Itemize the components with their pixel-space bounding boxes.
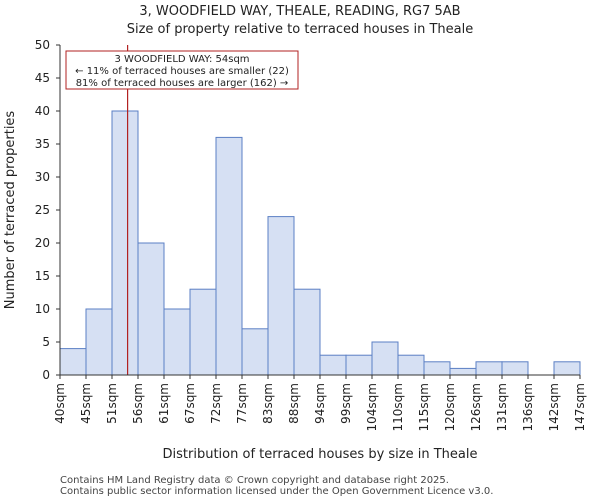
x-tick-label-2: 51sqm xyxy=(105,383,119,424)
y-axis-label: Number of terraced properties xyxy=(3,111,18,310)
chart-subtitle: Size of property relative to terraced ho… xyxy=(127,22,474,37)
y-tick-label-30: 30 xyxy=(35,170,50,184)
bar-19 xyxy=(553,361,581,376)
y-tick-label-45: 45 xyxy=(35,71,50,85)
annotation-box xyxy=(65,50,299,90)
bar-0 xyxy=(59,348,87,376)
footer-line-2: Contains public sector information licen… xyxy=(60,486,493,497)
bar-1 xyxy=(85,308,113,376)
bar-11 xyxy=(345,354,373,376)
x-tick-label-10: 94sqm xyxy=(313,383,327,424)
x-tick-label-7: 77sqm xyxy=(235,383,249,424)
x-tick-label-1: 45sqm xyxy=(79,383,93,424)
x-tick-label-9: 88sqm xyxy=(287,383,301,424)
x-tick-label-14: 115sqm xyxy=(417,383,431,431)
bar-10 xyxy=(319,354,347,376)
y-tick-label-40: 40 xyxy=(35,104,50,118)
x-tick-label-12: 104sqm xyxy=(365,383,379,431)
x-tick-label-13: 110sqm xyxy=(391,383,405,431)
chart-title: 3, WOODFIELD WAY, THEALE, READING, RG7 5… xyxy=(139,4,460,19)
x-tick-label-18: 136sqm xyxy=(521,383,535,431)
x-tick-label-15: 120sqm xyxy=(443,383,457,431)
bar-2 xyxy=(111,110,139,376)
x-tick-label-6: 72sqm xyxy=(209,383,223,424)
y-tick-label-50: 50 xyxy=(35,38,50,52)
x-tick-label-19: 142sqm xyxy=(547,383,561,431)
bar-12 xyxy=(371,341,399,376)
bar-6 xyxy=(215,136,243,376)
footer-line-1: Contains HM Land Registry data © Crown c… xyxy=(60,475,449,486)
x-tick-label-17: 131sqm xyxy=(495,383,509,431)
x-tick-label-20: 147sqm xyxy=(573,383,587,431)
bars-layer xyxy=(59,110,581,376)
bar-4 xyxy=(163,308,191,376)
x-tick-label-3: 56sqm xyxy=(131,383,145,424)
y-tick-label-0: 0 xyxy=(42,368,50,382)
y-tick-label-25: 25 xyxy=(35,203,50,217)
x-tick-label-5: 67sqm xyxy=(183,383,197,424)
y-ticks-layer: 0 5 10 15 20 25 30 35 40 45 50 xyxy=(35,38,60,382)
x-tick-label-0: 40sqm xyxy=(53,383,67,424)
bar-9 xyxy=(293,288,321,376)
bar-17 xyxy=(501,361,529,376)
bar-3 xyxy=(137,242,165,376)
bar-13 xyxy=(397,354,425,376)
y-tick-label-20: 20 xyxy=(35,236,50,250)
bar-15 xyxy=(449,367,477,376)
x-tick-label-4: 61sqm xyxy=(157,383,171,424)
annotation-line-1: 3 WOODFIELD WAY: 54sqm xyxy=(114,54,249,65)
x-tick-label-16: 126sqm xyxy=(469,383,483,431)
x-tick-label-11: 99sqm xyxy=(339,383,353,424)
marker-annotation: 3 WOODFIELD WAY: 54sqm ← 11% of terraced… xyxy=(65,50,299,90)
bar-7 xyxy=(241,328,269,376)
bar-5 xyxy=(189,288,217,376)
bar-16 xyxy=(475,361,503,376)
y-tick-label-10: 10 xyxy=(35,302,50,316)
bar-8 xyxy=(267,216,295,376)
bar-14 xyxy=(423,361,451,376)
x-tick-label-8: 83sqm xyxy=(261,383,275,424)
y-tick-label-35: 35 xyxy=(35,137,50,151)
y-tick-label-15: 15 xyxy=(35,269,50,283)
x-ticks-layer: 40sqm 45sqm 51sqm 56sqm 61sqm 67sqm 72sqm 77sqm… xyxy=(53,375,587,431)
annotation-line-2: ← 11% of terraced houses are smaller (22… xyxy=(75,66,289,77)
y-tick-label-5: 5 xyxy=(42,335,50,349)
x-axis-label: Distribution of terraced houses by size … xyxy=(163,447,478,462)
annotation-line-3: 81% of terraced houses are larger (162) … xyxy=(76,78,289,89)
